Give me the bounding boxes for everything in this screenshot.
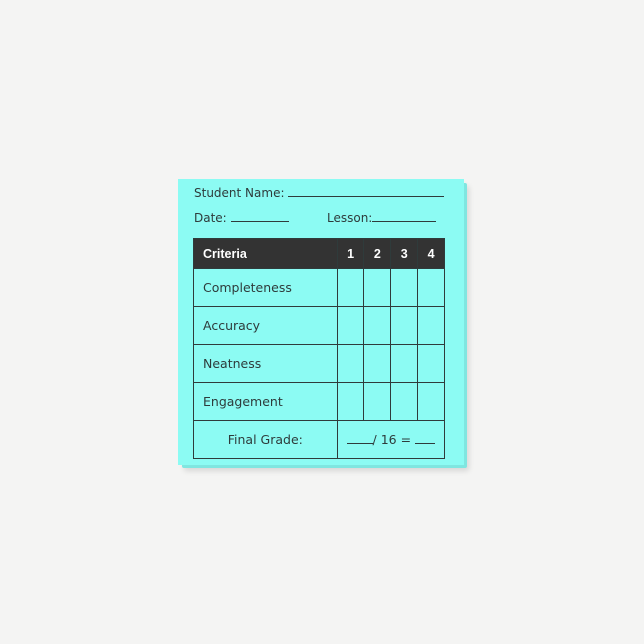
score-cell[interactable] xyxy=(390,268,419,307)
student-name-blank xyxy=(288,186,445,197)
table-row: Engagement xyxy=(193,382,445,421)
score-cell[interactable] xyxy=(417,344,445,383)
score-cell[interactable] xyxy=(363,268,392,307)
score-cell[interactable] xyxy=(363,382,392,421)
score-cell[interactable] xyxy=(390,306,419,345)
score-cell[interactable] xyxy=(336,344,365,383)
grade-blank xyxy=(415,433,436,444)
table-row: Accuracy xyxy=(193,306,445,345)
score-cell[interactable] xyxy=(417,382,445,421)
score-cell[interactable] xyxy=(417,306,445,345)
score-cell[interactable] xyxy=(363,306,392,345)
criteria-label: Accuracy xyxy=(193,306,338,345)
header-row: Criteria 1 2 3 4 xyxy=(193,238,445,269)
score-cell[interactable] xyxy=(390,382,419,421)
final-grade-label: Final Grade: xyxy=(193,420,338,459)
score-cell[interactable] xyxy=(390,344,419,383)
lesson-field[interactable]: Lesson: xyxy=(327,211,437,225)
final-grade-field[interactable]: / 16 = xyxy=(336,420,446,459)
table-row: Completeness xyxy=(193,268,445,307)
final-formula: / 16 = xyxy=(372,432,412,447)
score-header: 4 xyxy=(417,238,445,269)
score-cell[interactable] xyxy=(336,306,365,345)
score-header: 3 xyxy=(390,238,419,269)
score-cell[interactable] xyxy=(417,268,445,307)
table-row: Neatness xyxy=(193,344,445,383)
lesson-blank xyxy=(372,211,437,222)
lesson-label: Lesson: xyxy=(327,211,373,225)
date-label: Date: xyxy=(194,211,227,225)
score-cell[interactable] xyxy=(363,344,392,383)
date-blank xyxy=(230,211,289,222)
criteria-label: Engagement xyxy=(193,382,338,421)
score-cell[interactable] xyxy=(336,382,365,421)
criteria-label: Completeness xyxy=(193,268,338,307)
rubric-table: Criteria 1 2 3 4 Completeness Accuracy N… xyxy=(193,238,446,459)
final-grade-row: Final Grade: / 16 = xyxy=(193,420,446,459)
score-header: 2 xyxy=(363,238,392,269)
student-name-field[interactable]: Student Name: xyxy=(194,186,445,200)
criteria-header: Criteria xyxy=(193,238,338,269)
score-blank xyxy=(346,433,373,444)
score-cell[interactable] xyxy=(336,268,365,307)
score-header: 1 xyxy=(336,238,365,269)
student-name-label: Student Name: xyxy=(194,186,285,200)
criteria-label: Neatness xyxy=(193,344,338,383)
date-field[interactable]: Date: xyxy=(194,211,289,225)
